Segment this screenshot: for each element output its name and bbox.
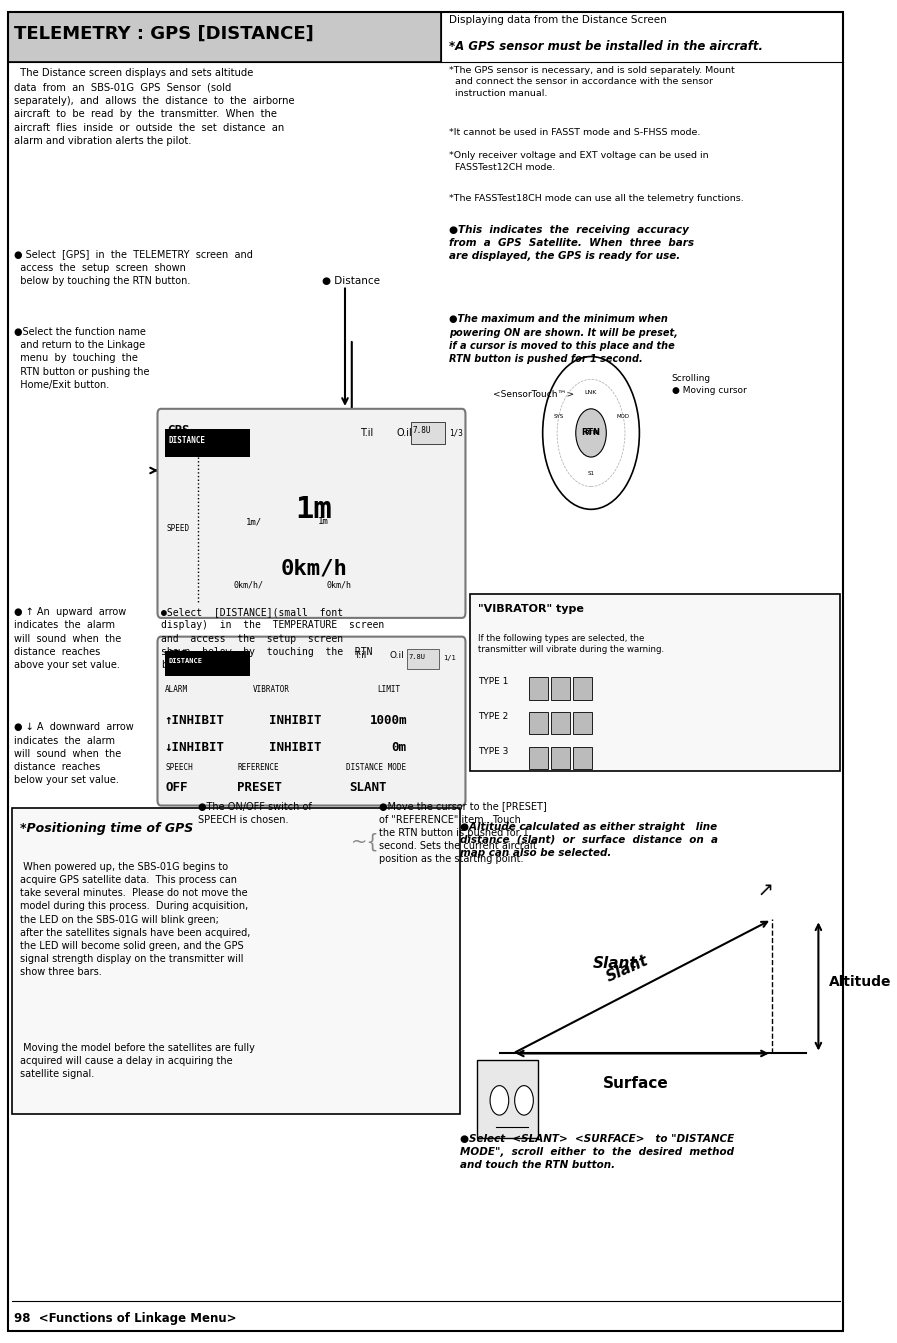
Text: INHIBIT: INHIBIT [269,714,322,728]
Text: TYPE 3: TYPE 3 [478,747,509,756]
Text: TYPE 1: TYPE 1 [478,677,509,686]
Text: 7.8U: 7.8U [409,654,425,659]
Text: ALARM: ALARM [165,685,188,694]
Text: If the following types are selected, the
transmitter will vibrate during the war: If the following types are selected, the… [478,634,665,654]
Text: Moving the model before the satellites are fully
acquired will cause a delay in : Moving the model before the satellites a… [20,1042,255,1080]
Text: OFF: OFF [165,782,187,795]
Text: VIBRATOR: VIBRATOR [253,685,290,694]
Text: ●Select  <SLANT>  <SURFACE>   to "DISTANCE
MODE",  scroll  either  to  the  desi: ●Select <SLANT> <SURFACE> to "DISTANCE M… [459,1133,734,1170]
Bar [551,712,570,735]
Bar [165,651,250,676]
Text: *The FASSTest18CH mode can use all the telemetry functions.: *The FASSTest18CH mode can use all the t… [449,195,745,203]
Bar [470,594,840,771]
Circle shape [576,408,606,457]
Text: DISTANCE MODE: DISTANCE MODE [346,763,406,772]
Text: LNK: LNK [585,391,597,395]
Text: →: → [755,877,780,902]
Text: When powered up, the SBS-01G begins to
acquire GPS satellite data.  This process: When powered up, the SBS-01G begins to a… [20,862,250,978]
Circle shape [490,1085,509,1115]
Bar [573,677,592,700]
Bar [551,677,570,700]
Text: ●Move the cursor to the [PRESET]
of "REFERENCE" item.  Touch
the RTN button is p: ●Move the cursor to the [PRESET] of "REF… [379,802,546,865]
Text: Surface: Surface [603,1076,669,1092]
Text: 1m: 1m [295,494,332,524]
Text: 1/3: 1/3 [449,428,463,438]
Text: Displaying data from the Distance Screen: Displaying data from the Distance Screen [449,15,667,24]
Text: RTN: RTN [581,428,600,438]
Text: ● Distance: ● Distance [322,277,380,286]
Text: *Only receiver voltage and EXT voltage can be used in
  FASSTest12CH mode.: *Only receiver voltage and EXT voltage c… [449,152,709,172]
Text: ●The ON/OFF switch of
SPEECH is chosen.: ●The ON/OFF switch of SPEECH is chosen. [198,802,312,825]
Text: ●The maximum and the minimum when
powering ON are shown. It will be preset,
if a: ●The maximum and the minimum when poweri… [449,314,678,364]
Bar [12,808,459,1113]
Text: ~{: ~{ [351,833,379,851]
Text: *The GPS sensor is necessary, and is sold separately. Mount
  and connect the se: *The GPS sensor is necessary, and is sol… [449,66,736,98]
Bar [573,712,592,735]
Bar [573,747,592,770]
Text: ● Select  [GPS]  in  the  TELEMETRY  screen  and
  access  the  setup  screen  s: ● Select [GPS] in the TELEMETRY screen a… [14,250,253,286]
Text: *Positioning time of GPS: *Positioning time of GPS [20,822,194,834]
Text: <SensorTouch™>: <SensorTouch™> [493,389,575,399]
Bar [529,747,548,770]
Text: ●Select  [DISTANCE](small  font
display)  in  the  TEMPERATURE  screen
and  acce: ●Select [DISTANCE](small font display) i… [161,607,384,670]
Text: SYS: SYS [553,415,564,419]
Text: The Distance screen displays and sets altitude
data  from  an  SBS-01G  GPS  Sen: The Distance screen displays and sets al… [14,68,295,146]
Text: INHIBIT: INHIBIT [269,741,322,755]
Text: ●Select the function name
  and return to the Linkage
  menu  by  touching  the
: ●Select the function name and return to … [14,328,150,389]
Text: T.il: T.il [361,427,373,438]
FancyBboxPatch shape [158,408,466,618]
Text: Altitude: Altitude [830,975,892,990]
Text: ● ↑ An  upward  arrow
indicates  the  alarm
will  sound  when  the
distance  rea: ● ↑ An upward arrow indicates the alarm … [14,607,126,670]
Text: PRESET: PRESET [237,782,283,795]
Text: O.il: O.il [396,427,413,438]
Text: O.il: O.il [390,651,405,661]
Text: DISTANCE: DISTANCE [169,658,203,663]
Text: 1/1: 1/1 [443,655,457,661]
Text: REFERENCE: REFERENCE [237,763,279,772]
Text: GPS: GPS [168,650,188,659]
Text: TYPE 2: TYPE 2 [478,712,509,721]
Text: *It cannot be used in FASST mode and S-FHSS mode.: *It cannot be used in FASST mode and S-F… [449,128,701,137]
Text: "VIBRATOR" type: "VIBRATOR" type [478,604,584,615]
Text: ● ↓ A  downward  arrow
indicates  the  alarm
will  sound  when  the
distance  re: ● ↓ A downward arrow indicates the alarm… [14,723,134,786]
Text: GPS: GPS [168,423,190,436]
Bar [477,1060,538,1138]
Text: 0km/h/: 0km/h/ [233,580,263,590]
Text: Slant: Slant [604,954,651,984]
Text: TELEMETRY : GPS [DISTANCE]: TELEMETRY : GPS [DISTANCE] [14,24,314,43]
Text: 0km/h: 0km/h [327,580,352,590]
Bar [529,677,548,700]
Text: 1m: 1m [318,517,328,526]
Text: T.il: T.il [354,651,367,661]
Text: S1: S1 [588,470,595,475]
Text: 7.8U: 7.8U [413,426,431,435]
Bar [529,712,548,735]
Bar [411,422,445,443]
Text: 1000m: 1000m [370,714,407,728]
Circle shape [515,1085,534,1115]
Text: ●This  indicates  the  receiving  accuracy
from  a  GPS  Satellite.  When  three: ●This indicates the receiving accuracy f… [449,224,694,261]
Bar [551,747,570,770]
Text: SLANT: SLANT [349,782,387,795]
Text: ↓INHIBIT: ↓INHIBIT [164,741,224,755]
Text: 1m/: 1m/ [246,517,262,526]
Text: MOD: MOD [617,415,630,419]
Text: ↑INHIBIT: ↑INHIBIT [164,714,224,728]
Text: DISTANCE: DISTANCE [169,436,205,446]
Text: SPEED: SPEED [167,524,190,533]
Text: ●Altitude calculated as either straight   line
distance  (slant)  or  surface  d: ●Altitude calculated as either straight … [459,822,718,858]
Text: Scrolling
● Moving cursor: Scrolling ● Moving cursor [672,373,746,395]
Text: *A GPS sensor must be installed in the aircraft.: *A GPS sensor must be installed in the a… [449,40,763,54]
FancyBboxPatch shape [158,637,466,806]
Bar [165,428,250,457]
Text: RTN: RTN [584,431,598,435]
Text: 0m: 0m [392,741,406,755]
Text: 0km/h: 0km/h [280,559,347,579]
Text: Slant: Slant [593,956,637,971]
Bar [8,12,440,62]
Bar [407,649,440,669]
Text: SPEECH: SPEECH [165,763,193,772]
Text: 98  <Functions of Linkage Menu>: 98 <Functions of Linkage Menu> [14,1312,237,1326]
Text: LIMIT: LIMIT [378,685,400,694]
